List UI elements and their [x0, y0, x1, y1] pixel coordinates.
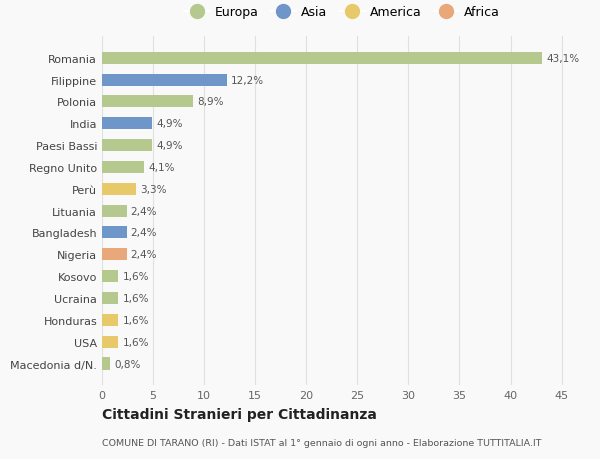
Legend: Europa, Asia, America, Africa: Europa, Asia, America, Africa — [179, 1, 505, 24]
Text: Cittadini Stranieri per Cittadinanza: Cittadini Stranieri per Cittadinanza — [102, 407, 377, 421]
Bar — [102, 358, 110, 369]
Bar — [102, 205, 127, 217]
Text: 3,3%: 3,3% — [140, 185, 166, 194]
Bar — [102, 118, 152, 130]
Text: 8,9%: 8,9% — [197, 97, 223, 107]
Bar — [102, 292, 118, 304]
Bar — [102, 162, 144, 174]
Bar — [102, 227, 127, 239]
Bar — [102, 249, 127, 261]
Bar — [102, 74, 227, 86]
Bar — [102, 336, 118, 348]
Text: 0,8%: 0,8% — [114, 359, 140, 369]
Bar — [102, 270, 118, 283]
Text: 1,6%: 1,6% — [122, 293, 149, 303]
Bar — [102, 140, 152, 152]
Bar — [102, 314, 118, 326]
Text: 2,4%: 2,4% — [131, 206, 157, 216]
Text: 1,6%: 1,6% — [122, 315, 149, 325]
Text: 1,6%: 1,6% — [122, 337, 149, 347]
Text: 4,9%: 4,9% — [156, 119, 182, 129]
Text: 4,1%: 4,1% — [148, 162, 175, 173]
Text: COMUNE DI TARANO (RI) - Dati ISTAT al 1° gennaio di ogni anno - Elaborazione TUT: COMUNE DI TARANO (RI) - Dati ISTAT al 1°… — [102, 438, 542, 447]
Text: 1,6%: 1,6% — [122, 272, 149, 281]
Text: 12,2%: 12,2% — [230, 75, 264, 85]
Bar — [102, 53, 542, 65]
Text: 43,1%: 43,1% — [546, 54, 580, 63]
Text: 2,4%: 2,4% — [131, 250, 157, 260]
Bar — [102, 183, 136, 196]
Text: 2,4%: 2,4% — [131, 228, 157, 238]
Bar — [102, 96, 193, 108]
Text: 4,9%: 4,9% — [156, 141, 182, 151]
